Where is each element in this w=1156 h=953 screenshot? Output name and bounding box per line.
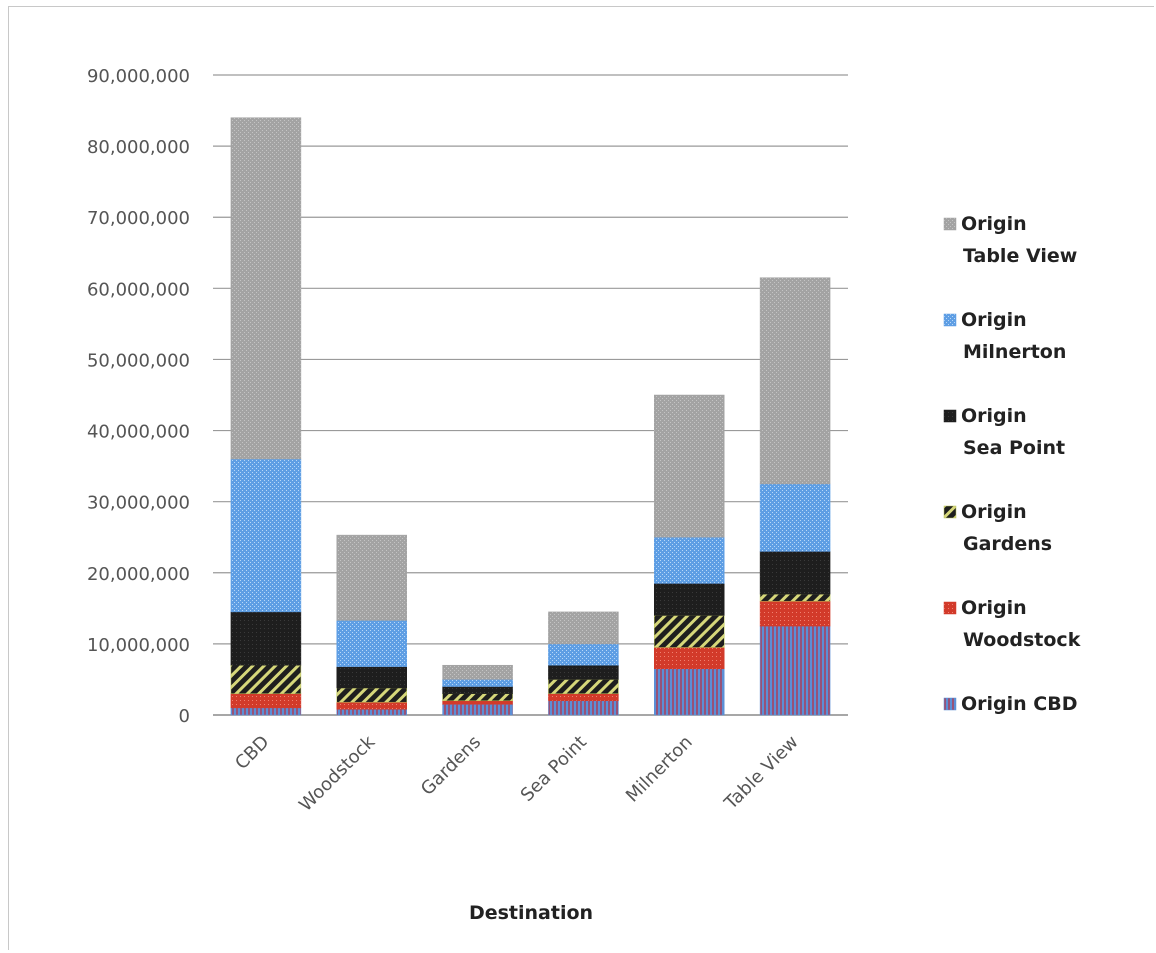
legend-label-line2: Milnerton (963, 341, 1066, 363)
legend-swatch (943, 601, 957, 615)
legend-label: Origin (961, 405, 1027, 427)
bar-segment (759, 625, 831, 716)
legend-label-line2: Sea Point (963, 437, 1065, 459)
x-axis-labels: CBD Woodstock Gardens Sea Point Milnerton Tab… (231, 731, 802, 816)
bar-segment (654, 536, 725, 584)
legend-swatch (943, 217, 957, 231)
y-tick-label: 80,000,000 (87, 137, 190, 158)
legend-label: Origin (961, 597, 1027, 619)
bar-segment (442, 704, 513, 716)
y-tick-label: 10,000,000 (87, 635, 190, 656)
chart-frame (8, 6, 1154, 950)
bar-segment (548, 664, 619, 680)
bar-segment (759, 483, 831, 552)
y-tick-label: 50,000,000 (87, 350, 190, 371)
bar-segment (548, 611, 619, 645)
bar-segment (336, 620, 407, 667)
bars (230, 117, 831, 716)
y-tick-label: 40,000,000 (87, 422, 190, 443)
bar-segment (230, 611, 302, 666)
bar-segment (654, 615, 725, 648)
x-tick-label: Sea Point (517, 732, 591, 806)
y-tick-label: 30,000,000 (87, 493, 190, 514)
bar-segment (548, 679, 619, 694)
bar-segment (230, 117, 302, 460)
bar-segment (336, 709, 407, 716)
bar-segment (230, 707, 302, 716)
x-tick-label: Gardens (417, 732, 485, 800)
legend-swatch (943, 697, 957, 711)
x-tick-label: Milnerton (622, 732, 697, 807)
y-tick-label: 20,000,000 (87, 564, 190, 585)
bar-segment (759, 593, 831, 602)
legend-label-line2: Woodstock (963, 629, 1081, 651)
bar-segment (654, 647, 725, 670)
y-axis-ticks: 0 10,000,000 20,000,000 30,000,000 40,000,00… (87, 66, 190, 727)
bar-segment (336, 687, 407, 703)
legend-label-line2: Gardens (963, 533, 1052, 555)
bar-segment (548, 643, 619, 666)
y-tick-label: 0 (179, 706, 190, 727)
bar-segment (336, 701, 407, 710)
bar-segment (654, 394, 725, 538)
bar-segment (442, 686, 513, 694)
bar-segment (654, 583, 725, 616)
bar-segment (548, 693, 619, 702)
bar-segment (442, 679, 513, 687)
bar-segment (759, 277, 831, 485)
legend-swatch (943, 313, 957, 327)
bar-segment (230, 693, 302, 709)
legend-label-line2: Table View (963, 245, 1077, 267)
bar-segment (548, 700, 619, 716)
legend-label: Origin (961, 501, 1027, 523)
bar-segment (230, 458, 302, 613)
legend-swatch (943, 409, 957, 423)
bar-segment (442, 693, 513, 702)
y-tick-label: 90,000,000 (87, 66, 190, 87)
x-tick-label: Table View (720, 732, 803, 815)
legend-label: Origin (961, 213, 1027, 235)
bar-segment (336, 666, 407, 689)
y-tick-label: 70,000,000 (87, 208, 190, 229)
bar-segment (759, 551, 831, 595)
x-tick-label: CBD (231, 732, 273, 774)
bar-segment (442, 664, 513, 680)
bar-segment (759, 600, 831, 627)
x-axis-title: Destination (469, 902, 593, 924)
gridlines (213, 74, 848, 716)
bar-segment (654, 668, 725, 716)
bar-segment (336, 534, 407, 621)
bar-segment (230, 664, 302, 694)
bar-segment (442, 700, 513, 705)
legend-label: Origin CBD (961, 693, 1078, 715)
x-tick-label: Woodstock (295, 731, 380, 816)
y-tick-label: 60,000,000 (87, 279, 190, 300)
legend-swatch (943, 505, 957, 519)
legend: Origin Table View Origin Milnerton Origin Sea… (943, 213, 1081, 715)
legend-label: Origin (961, 309, 1027, 331)
